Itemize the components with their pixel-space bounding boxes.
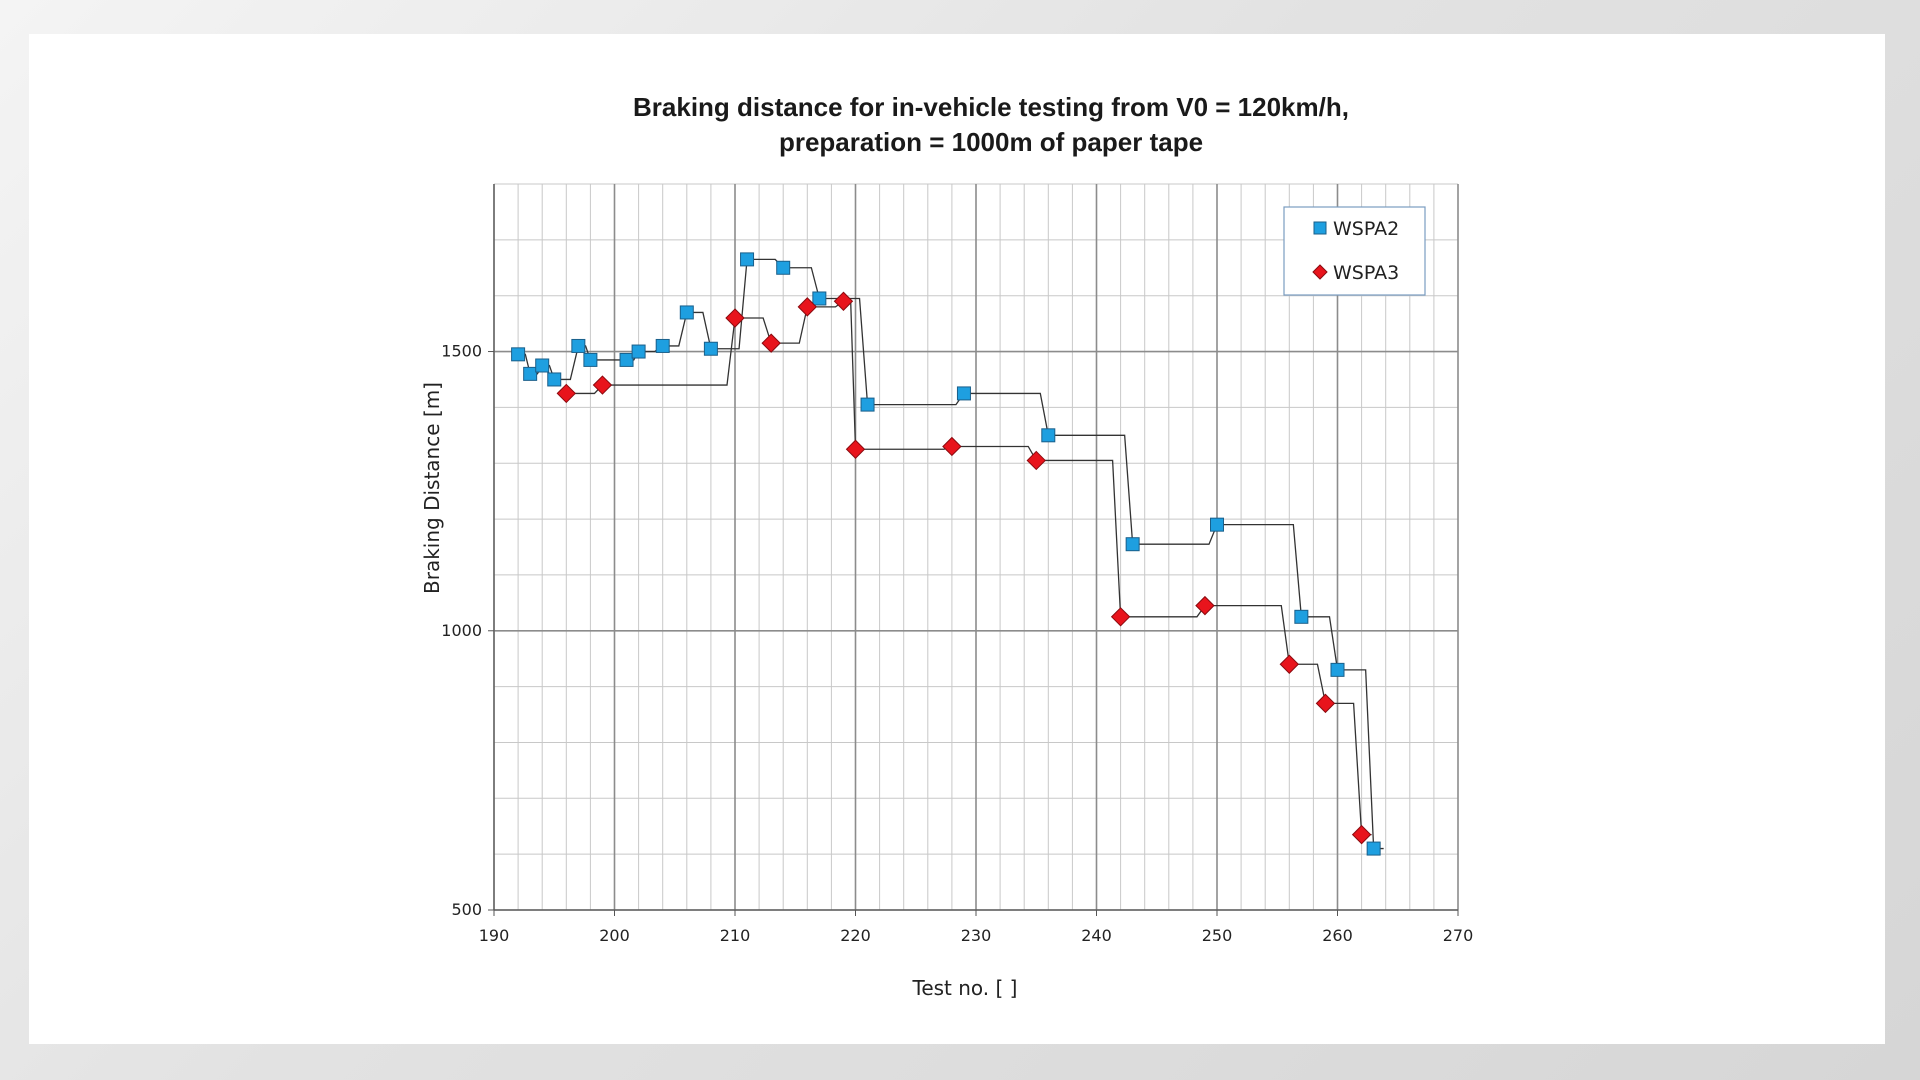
data-point-wspa2: [956, 386, 971, 401]
legend-symbol-wspa2: [1313, 221, 1327, 235]
data-point-wspa3: [556, 383, 577, 404]
x-axis-title: Test no. [ ]: [912, 976, 1018, 1000]
x-tick-label: 210: [720, 926, 751, 945]
data-point-wspa2: [571, 338, 586, 353]
data-point-wspa3: [845, 439, 866, 459]
x-tick-label: 260: [1322, 926, 1353, 945]
data-point-wspa3: [1315, 693, 1336, 714]
data-point-wspa3: [761, 333, 781, 353]
chart-card: Braking distance for in-vehicle testing …: [29, 34, 1885, 1044]
data-point-wspa2: [1330, 662, 1345, 677]
chart-title-line-2: preparation = 1000m of paper tape: [779, 127, 1203, 157]
data-point-wspa2: [860, 397, 875, 412]
data-point-wspa2: [547, 372, 562, 387]
x-tick-label: 190: [479, 926, 510, 945]
legend: WSPA2 WSPA3: [1283, 206, 1426, 296]
x-tick-label: 250: [1202, 926, 1233, 945]
data-point-wspa2: [619, 352, 634, 367]
legend-box: [1283, 206, 1426, 296]
data-point-wspa2: [535, 358, 550, 373]
data-point-wspa3: [1351, 824, 1372, 845]
data-point-wspa2: [1294, 609, 1309, 624]
legend-symbol-wspa3: [1312, 264, 1328, 280]
y-tick-label: 1500: [441, 342, 482, 361]
data-point-wspa3: [1279, 654, 1300, 674]
data-point-wspa2: [523, 366, 538, 381]
data-point-wspa2: [511, 347, 526, 362]
data-point-wspa2: [812, 291, 827, 306]
series-line-wspa2: [518, 258, 1384, 850]
series-wspa3: [556, 291, 1372, 845]
data-point-wspa2: [631, 344, 646, 359]
tick-labels: 190 200 210 220 230 240 250 260 270 500 1000 1500: [441, 342, 1473, 945]
data-point-wspa3: [797, 297, 818, 317]
data-point-wspa2: [1041, 428, 1056, 443]
data-point-wspa3: [1026, 450, 1046, 471]
legend-label-wspa2: WSPA2: [1333, 218, 1399, 240]
x-tick-label: 240: [1081, 926, 1112, 945]
data-point-wspa2: [776, 260, 791, 275]
legend-label-wspa3: WSPA3: [1333, 262, 1399, 284]
data-point-wspa2: [655, 338, 670, 353]
data-point-wspa2: [740, 252, 755, 267]
data-point-wspa2: [1125, 537, 1140, 552]
data-point-wspa3: [942, 436, 962, 457]
data-point-wspa2: [1210, 517, 1224, 532]
x-tick-label: 220: [840, 926, 871, 945]
data-point-wspa2: [583, 352, 598, 367]
x-tick-label: 200: [599, 926, 630, 945]
data-series: [511, 252, 1384, 856]
data-point-wspa3: [592, 375, 613, 395]
data-point-wspa2: [1366, 841, 1381, 856]
data-point-wspa3: [1195, 595, 1215, 616]
x-tick-label: 270: [1443, 926, 1474, 945]
y-axis-title: Braking Distance [m]: [420, 382, 444, 594]
data-point-wspa2: [679, 305, 694, 320]
gridlines: [493, 183, 1459, 911]
data-point-wspa3: [1110, 607, 1131, 627]
y-tick-label: 1000: [441, 621, 482, 640]
series-wspa2: [511, 252, 1384, 856]
x-tick-label: 230: [961, 926, 992, 945]
chart-title-line-1: Braking distance for in-vehicle testing …: [633, 92, 1349, 122]
data-point-wspa3: [725, 308, 745, 328]
braking-distance-chart: Braking distance for in-vehicle testing …: [420, 92, 1473, 1000]
axes: [488, 184, 1459, 916]
data-point-wspa2: [703, 341, 718, 356]
data-point-wspa3: [833, 291, 854, 311]
y-tick-label: 500: [451, 900, 482, 919]
